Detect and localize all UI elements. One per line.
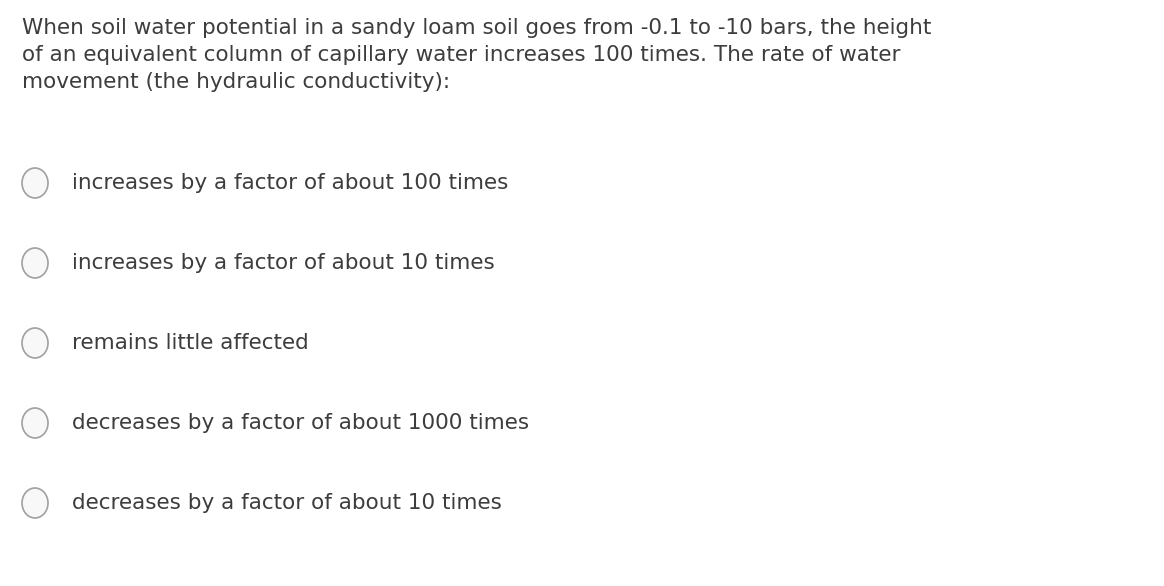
Text: increases by a factor of about 10 times: increases by a factor of about 10 times bbox=[72, 253, 495, 273]
Text: When soil water potential in a sandy loam soil goes from -0.1 to -10 bars, the h: When soil water potential in a sandy loa… bbox=[22, 18, 931, 93]
Text: increases by a factor of about 100 times: increases by a factor of about 100 times bbox=[72, 173, 509, 193]
Ellipse shape bbox=[22, 168, 48, 198]
Ellipse shape bbox=[22, 248, 48, 278]
Ellipse shape bbox=[22, 328, 48, 358]
Ellipse shape bbox=[22, 408, 48, 438]
Ellipse shape bbox=[22, 488, 48, 518]
Text: decreases by a factor of about 10 times: decreases by a factor of about 10 times bbox=[72, 493, 502, 513]
Text: decreases by a factor of about 1000 times: decreases by a factor of about 1000 time… bbox=[72, 413, 530, 433]
Text: remains little affected: remains little affected bbox=[72, 333, 308, 353]
